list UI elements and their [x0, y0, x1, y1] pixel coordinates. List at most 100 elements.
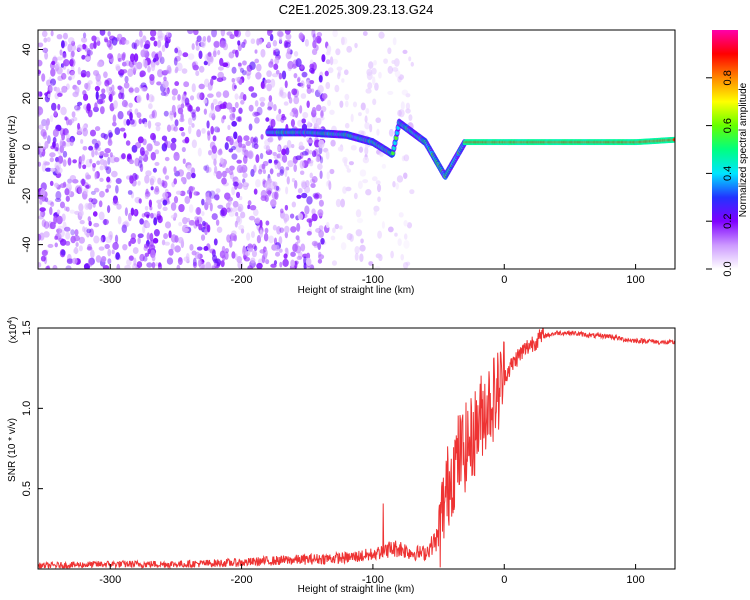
noise-blob	[76, 79, 82, 85]
noise-blob	[267, 190, 271, 197]
noise-blob	[128, 87, 134, 93]
noise-blob	[227, 200, 232, 206]
noise-blob	[182, 52, 189, 58]
noise-blob	[325, 181, 330, 187]
noise-blob	[80, 139, 84, 144]
noise-blob	[103, 218, 107, 226]
noise-blob	[177, 169, 185, 177]
noise-blob	[312, 33, 317, 42]
noise-blob	[85, 70, 91, 78]
noise-blob	[273, 63, 279, 70]
noise-blob	[47, 243, 54, 248]
noise-blob	[160, 91, 167, 96]
noise-blob	[274, 57, 280, 65]
noise-blob	[87, 243, 92, 250]
noise-blob	[279, 166, 285, 174]
noise-blob	[283, 101, 289, 106]
noise-blob	[217, 149, 223, 156]
noise-blob	[47, 93, 51, 98]
noise-blob	[212, 98, 218, 105]
snr-y-multiplier: (x104)	[7, 317, 19, 344]
noise-blob	[280, 208, 284, 214]
noise-blob	[82, 127, 88, 137]
noise-blob	[100, 132, 106, 139]
noise-blob	[107, 129, 113, 139]
noise-blob	[145, 221, 151, 229]
noise-blob	[144, 150, 149, 156]
noise-blob	[211, 75, 217, 80]
noise-blob	[321, 93, 328, 100]
noise-blob	[151, 110, 155, 119]
noise-blob	[92, 211, 98, 217]
noise-blob	[46, 36, 51, 43]
noise-blob	[143, 243, 150, 249]
x-tick-label: -100	[362, 274, 384, 286]
noise-blob	[40, 188, 46, 197]
noise-blob	[297, 119, 303, 127]
noise-blob	[74, 246, 79, 255]
noise-blob	[80, 37, 88, 43]
noise-blob	[344, 93, 350, 101]
noise-blob	[152, 57, 157, 63]
noise-blob	[157, 202, 162, 210]
noise-blob	[217, 66, 224, 71]
noise-blob	[229, 165, 235, 171]
noise-blob	[95, 90, 99, 100]
noise-blob	[134, 39, 140, 47]
noise-blob	[315, 35, 322, 44]
noise-blob	[311, 150, 317, 158]
noise-blob	[177, 50, 183, 57]
noise-blob	[63, 58, 70, 67]
noise-blob	[56, 215, 63, 225]
noise-blob	[276, 172, 281, 177]
noise-blob	[362, 156, 370, 164]
noise-blob	[236, 159, 242, 164]
noise-blob	[47, 200, 54, 206]
noise-blob	[293, 72, 298, 79]
noise-blob	[67, 157, 72, 166]
noise-blob	[71, 50, 75, 58]
noise-blob	[138, 160, 143, 169]
noise-blob	[360, 238, 364, 244]
colorbar-tick-label: 0.4	[722, 166, 734, 181]
noise-blob	[57, 92, 63, 98]
noise-blob	[211, 265, 215, 269]
x-tick-label: 100	[626, 574, 644, 586]
noise-blob	[365, 88, 372, 94]
noise-blob	[334, 84, 340, 93]
noise-blob	[96, 98, 104, 105]
noise-blob	[321, 54, 326, 63]
noise-blob	[125, 140, 131, 146]
noise-blob	[147, 65, 151, 73]
noise-blob	[212, 135, 217, 142]
noise-blob	[202, 36, 207, 42]
noise-blob	[124, 39, 130, 45]
noise-blob	[306, 218, 313, 223]
noise-blob	[56, 209, 61, 215]
noise-blob	[237, 135, 243, 144]
noise-blob	[278, 248, 283, 253]
noise-blob	[98, 211, 105, 221]
noise-blob	[340, 36, 345, 46]
noise-blob	[284, 204, 289, 211]
noise-blob	[41, 30, 48, 38]
noise-blob	[251, 231, 255, 238]
noise-blob	[86, 103, 91, 112]
noise-blob	[161, 44, 166, 53]
noise-blob	[162, 199, 168, 206]
noise-blob	[286, 176, 290, 185]
noise-blob	[171, 95, 176, 101]
noise-blob	[339, 100, 344, 108]
noise-blob	[78, 245, 83, 252]
noise-blob	[78, 203, 84, 212]
noise-blob	[144, 205, 149, 211]
noise-blob	[52, 128, 59, 138]
noise-blob	[359, 253, 364, 263]
noise-blob	[71, 111, 76, 118]
noise-blob	[46, 79, 51, 85]
noise-blob	[174, 68, 178, 74]
noise-blob	[55, 190, 62, 200]
x-tick-label: -200	[231, 574, 253, 586]
noise-blob	[252, 208, 259, 217]
noise-blob	[192, 64, 199, 71]
